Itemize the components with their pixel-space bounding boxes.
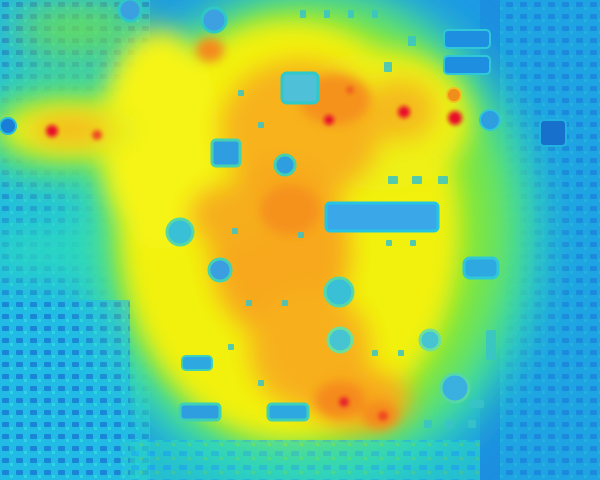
capacitor (200, 6, 228, 34)
capacitor (479, 109, 501, 131)
hotspot (324, 115, 334, 125)
hotspot (339, 397, 349, 407)
capacitor (439, 372, 471, 404)
component-footprints (0, 0, 567, 422)
bottom-component-grid (120, 440, 480, 480)
capacitor (323, 276, 355, 308)
hotspot (378, 411, 388, 421)
capacitor (446, 87, 462, 103)
hotspot (398, 106, 410, 118)
ic-package (178, 402, 222, 422)
ic-package (210, 138, 242, 168)
hotspots (46, 86, 462, 421)
bottom-left-component-grid (0, 300, 130, 480)
hotspot (92, 130, 102, 140)
hotspot (346, 86, 354, 94)
capacitor (418, 328, 442, 352)
capacitor (326, 326, 354, 354)
ic-package (539, 119, 567, 147)
hotspot (448, 111, 462, 125)
small-pads (228, 10, 496, 428)
ic-package (266, 402, 310, 422)
capacitor (207, 257, 233, 283)
ic-package (462, 256, 500, 280)
capacitor (165, 217, 195, 247)
capacitor (117, 0, 143, 23)
capacitor (0, 117, 17, 135)
ic-package (324, 201, 440, 233)
capacitor (273, 153, 297, 177)
ic-package (181, 355, 213, 371)
ic-package (443, 29, 491, 49)
ic-package (280, 71, 320, 105)
ic-package (443, 55, 491, 75)
hotspot (46, 125, 58, 137)
